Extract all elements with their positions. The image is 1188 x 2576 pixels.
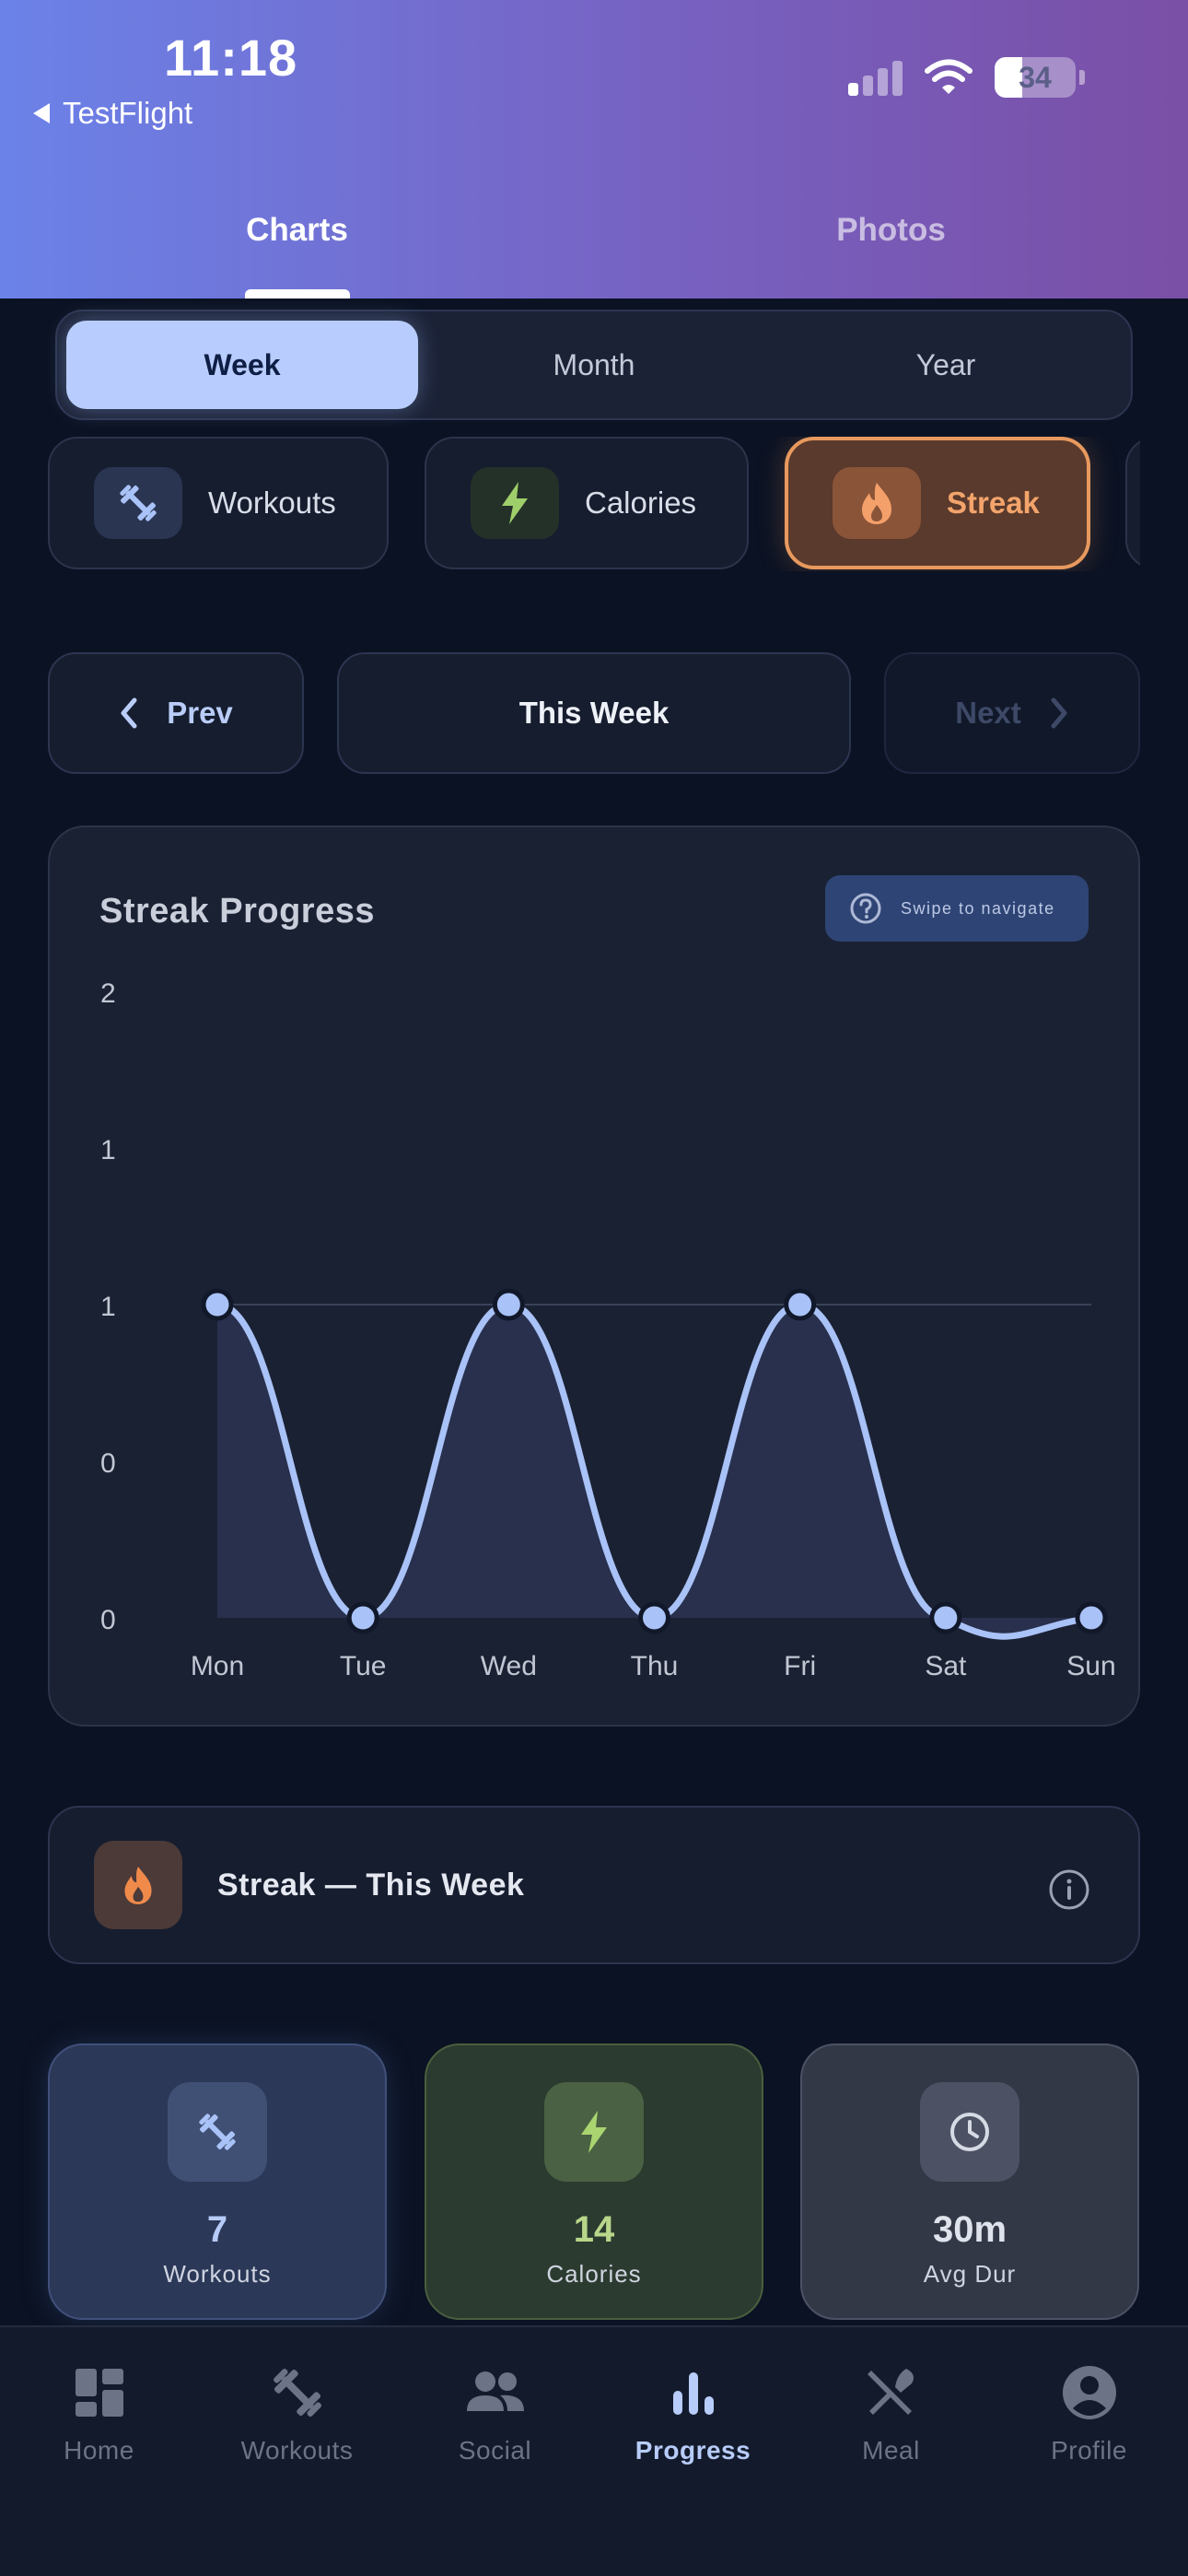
flame-icon <box>94 1841 182 1929</box>
stat-card-avg-duration[interactable]: 30m Avg Dur <box>800 2043 1139 2320</box>
streak-info-label: Streak — This Week <box>217 1867 525 1903</box>
status-time: 11:18 <box>164 29 298 87</box>
y-tick-label: 1 <box>100 1135 116 1165</box>
metric-chip-calories[interactable]: Calories <box>425 437 749 569</box>
clock-icon <box>920 2082 1019 2182</box>
y-tick-label: 1 <box>100 1292 116 1322</box>
metric-chip-overflow[interactable] <box>1125 437 1140 569</box>
tabbar-item-progress[interactable]: Progress <box>594 2327 792 2576</box>
streak-info-row[interactable]: Streak — This Week <box>48 1806 1140 1964</box>
data-point <box>638 1601 670 1634</box>
help-circle-icon <box>850 893 881 924</box>
data-point <box>784 1288 817 1321</box>
metric-chip-label: Calories <box>585 486 697 520</box>
data-point <box>201 1288 234 1321</box>
tab-photos[interactable]: Photos <box>836 212 946 248</box>
battery-percent: 34 <box>1019 60 1052 94</box>
tabbar-item-social[interactable]: Social <box>396 2327 594 2576</box>
metric-chip-label: Workouts <box>208 486 336 520</box>
area-fill <box>217 1305 1091 1637</box>
x-tick-label: Tue <box>340 1651 387 1681</box>
swipe-hint-text: Swipe to navigate <box>901 898 1055 918</box>
x-tick-label: Mon <box>191 1651 244 1681</box>
bolt-icon <box>471 467 559 539</box>
cellular-signal-icon <box>848 59 903 96</box>
metric-chip-label: Streak <box>947 486 1040 520</box>
battery-icon: 34 <box>995 57 1076 98</box>
stat-label: Avg Dur <box>923 2260 1017 2288</box>
status-icons: 34 <box>848 57 1085 98</box>
metric-chip-workouts[interactable]: Workouts <box>48 437 389 569</box>
metric-chips: Workouts Calories Streak <box>48 437 1140 571</box>
chevron-left-icon <box>121 697 137 729</box>
data-point <box>929 1601 962 1634</box>
people-icon <box>463 2362 528 2423</box>
swipe-hint-badge[interactable]: Swipe to navigate <box>825 875 1089 942</box>
y-tick-label: 0 <box>100 1448 116 1479</box>
x-tick-label: Thu <box>631 1651 679 1681</box>
current-week-button[interactable]: This Week <box>337 652 851 774</box>
next-week-button[interactable]: Next <box>884 652 1140 774</box>
y-tick-label: 2 <box>100 978 116 1009</box>
dumbbell-icon <box>94 467 182 539</box>
stat-card-calories[interactable]: 14 Calories <box>425 2043 763 2320</box>
stat-label: Workouts <box>163 2260 272 2288</box>
data-point <box>346 1601 379 1634</box>
period-month[interactable]: Month <box>553 347 635 381</box>
metric-chip-streak[interactable]: Streak <box>785 437 1090 569</box>
info-icon[interactable] <box>1048 1868 1090 1911</box>
bar-chart-icon <box>668 2362 719 2423</box>
period-year[interactable]: Year <box>915 347 976 381</box>
stat-value: 7 <box>206 2209 228 2250</box>
back-to-testflight-link[interactable]: TestFlight <box>33 96 192 131</box>
flame-icon <box>833 467 921 539</box>
back-label: TestFlight <box>63 96 193 130</box>
prev-week-button[interactable]: Prev <box>48 652 304 774</box>
data-point <box>1075 1601 1108 1634</box>
x-tick-label: Sat <box>925 1651 967 1681</box>
period-week[interactable]: Week <box>66 321 418 409</box>
wifi-icon <box>925 59 973 94</box>
period-selector: Week Month Year <box>55 310 1133 420</box>
utensils-icon <box>864 2362 919 2423</box>
tabbar-item-home[interactable]: Home <box>0 2327 198 2576</box>
stat-label: Calories <box>546 2260 642 2288</box>
dumbbell-icon <box>267 2362 328 2423</box>
tab-charts[interactable]: Charts <box>0 203 594 299</box>
streak-area-chart: 2 1 1 0 0 Mon Tue Wed Thu Fri Sat Sun <box>100 978 1116 1681</box>
x-tick-label: Fri <box>784 1651 816 1681</box>
back-triangle-icon <box>33 103 50 123</box>
tabbar-item-profile[interactable]: Profile <box>990 2327 1188 2576</box>
y-tick-label: 0 <box>100 1605 116 1635</box>
top-tabs: Charts Photos <box>0 203 1188 299</box>
chevron-right-icon <box>1051 697 1067 729</box>
stat-card-workouts[interactable]: 7 Workouts <box>48 2043 387 2320</box>
dumbbell-icon <box>168 2082 267 2182</box>
account-icon <box>1061 2362 1118 2423</box>
streak-chart-card: Streak Progress Swipe to navigate 2 1 1 0 0 M… <box>48 825 1140 1727</box>
x-tick-label: Sun <box>1066 1651 1115 1681</box>
active-tab-indicator <box>245 289 350 299</box>
data-point <box>492 1288 525 1321</box>
dashboard-icon <box>72 2362 127 2423</box>
series-line <box>214 1301 1095 1640</box>
chart-title: Streak Progress <box>99 892 375 931</box>
tabbar-item-meal[interactable]: Meal <box>792 2327 990 2576</box>
tabbar-item-workouts[interactable]: Workouts <box>198 2327 396 2576</box>
header: 11:18 TestFlight 34 Charts Pho <box>0 0 1188 299</box>
bolt-icon <box>544 2082 644 2182</box>
stat-value: 30m <box>932 2209 1007 2250</box>
x-tick-label: Wed <box>481 1651 537 1681</box>
stat-value: 14 <box>573 2209 615 2250</box>
bottom-tab-bar: Home Workouts Social Progress Meal <box>0 2325 1188 2576</box>
